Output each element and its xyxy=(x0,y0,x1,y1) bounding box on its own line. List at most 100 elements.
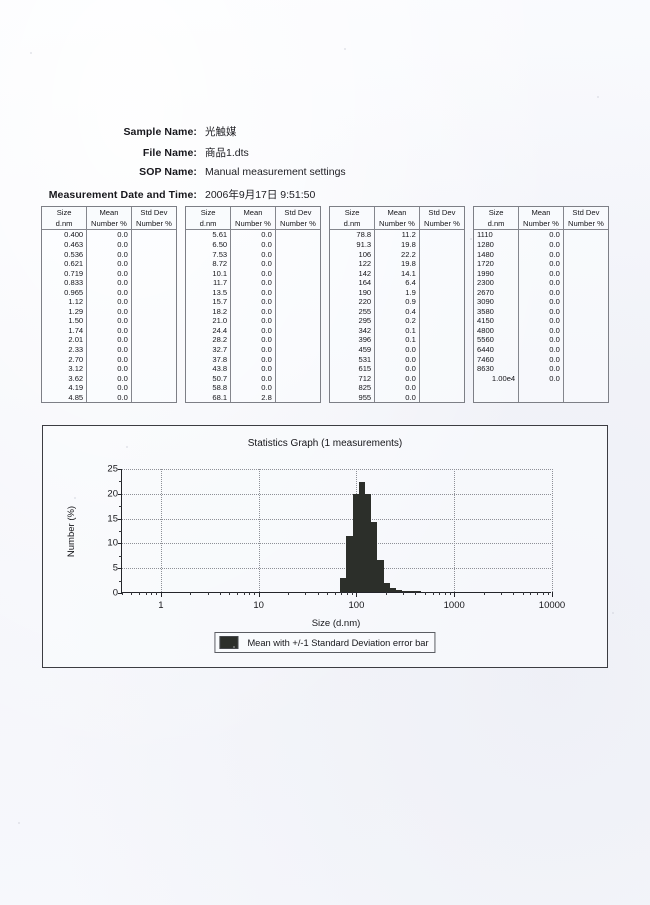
distribution-table: Size Mean Std Dev d.nm Number % Number % 78.8 1… xyxy=(330,207,464,403)
table-row: 50.7 0.0 xyxy=(186,373,320,384)
cell-size: 0.400 xyxy=(42,229,88,240)
cell-mean-number-pct: 0.0 xyxy=(230,306,276,317)
cell-std-dev-number-pct xyxy=(274,325,320,336)
cell-std-dev-number-pct xyxy=(562,278,608,288)
table-row: 4.19 0.0 xyxy=(42,383,176,393)
column-header-0-bottom: d.nm xyxy=(42,218,88,231)
gridline-horizontal xyxy=(122,469,551,470)
table-row: 68.1 2.8 xyxy=(186,392,320,403)
table-row-spacer xyxy=(474,383,608,393)
plot-wrapper: 0 5 10 15 20 25 1 10 100 1000 10000 xyxy=(107,464,565,612)
x-axis-title: Size (d.nm) xyxy=(311,618,361,629)
file-name-label: File Name: xyxy=(142,147,197,159)
cell-mean-number-pct: 0.0 xyxy=(230,335,276,345)
column-header-0-top: Size xyxy=(186,207,232,219)
cell-std-dev-number-pct xyxy=(274,316,320,326)
table-row: 91.3 19.8 xyxy=(330,239,464,250)
cell-std-dev-number-pct xyxy=(418,354,464,365)
cell-mean-number-pct: 0.0 xyxy=(230,344,276,355)
cell-size: 58.8 xyxy=(186,383,232,393)
cell-mean-number-pct: 0.1 xyxy=(374,325,420,336)
cell-mean-number-pct: 1.9 xyxy=(374,287,420,298)
header-row-file-name: File Name: 商品1.dts xyxy=(44,145,464,164)
scan-speck xyxy=(597,96,599,98)
table-row: 6440 0.0 xyxy=(474,344,608,355)
y-axis-tick xyxy=(117,568,122,570)
cell-mean-number-pct: 0.0 xyxy=(86,239,132,250)
cell-mean-number-pct: 0.0 xyxy=(518,373,564,384)
y-axis-minor-tick xyxy=(119,481,122,483)
sample-name-value: 光触媒 xyxy=(205,126,237,138)
cell-std-dev-number-pct xyxy=(274,278,320,288)
cell-size: 1990 xyxy=(474,268,520,279)
x-axis-minor-tick xyxy=(424,592,426,595)
cell-std-dev-number-pct xyxy=(130,229,176,240)
cell-std-dev-number-pct xyxy=(130,383,176,393)
cell-std-dev-number-pct xyxy=(130,325,176,336)
chart-title: Statistics Graph (1 measurements) xyxy=(247,438,403,449)
cell-mean-number-pct: 0.1 xyxy=(374,335,420,345)
cell-size: 21.0 xyxy=(186,316,232,326)
scan-speck xyxy=(233,646,235,648)
cell-size: 2.70 xyxy=(42,354,88,365)
distribution-table: Size Mean Std Dev d.nm Number % Number % 1110 0… xyxy=(474,207,608,403)
scan-speck xyxy=(126,446,128,448)
table-row: 190 1.9 xyxy=(330,287,464,298)
cell-mean-number-pct: 0.0 xyxy=(86,392,132,403)
cell-size: 4150 xyxy=(474,316,520,326)
cell-size: 531 xyxy=(330,354,376,365)
table-row: 220 0.9 xyxy=(330,297,464,307)
cell-size: 8.72 xyxy=(186,259,232,269)
table-row: 106 22.2 xyxy=(330,249,464,260)
cell-mean-number-pct: 0.0 xyxy=(86,306,132,317)
table-row: 2.33 0.0 xyxy=(42,344,176,355)
x-axis-tick-label: 100 xyxy=(348,600,365,611)
column-header-2-bottom: Number % xyxy=(418,218,464,231)
table-row: 58.8 0.0 xyxy=(186,383,320,393)
x-axis-minor-tick xyxy=(305,592,307,595)
cell-mean-number-pct: 0.0 xyxy=(86,316,132,326)
x-axis-minor-tick xyxy=(254,592,256,595)
cell-std-dev-number-pct xyxy=(418,259,464,269)
cell-std-dev-number-pct xyxy=(418,306,464,317)
histogram-bar xyxy=(402,591,409,592)
table-row: 78.8 11.2 xyxy=(330,229,464,240)
table-row: 0.463 0.0 xyxy=(42,239,176,250)
cell-size: 7460 xyxy=(474,354,520,365)
sample-name-label: Sample Name: xyxy=(123,126,197,138)
cell-std-dev-number-pct xyxy=(274,335,320,345)
cell-size: 142 xyxy=(330,268,376,279)
cell-size: 0.833 xyxy=(42,278,88,288)
cell-std-dev-number-pct xyxy=(562,344,608,355)
cell-std-dev-number-pct xyxy=(418,392,464,403)
gridline-horizontal xyxy=(122,568,551,570)
cell-size: 5560 xyxy=(474,335,520,345)
y-axis-tick-label: 25 xyxy=(107,463,118,475)
cell-std-dev-number-pct xyxy=(130,287,176,298)
histogram-bar xyxy=(352,493,359,592)
table-row: 21.0 0.0 xyxy=(186,316,320,326)
cell-size: 1280 xyxy=(474,239,520,250)
cell-mean-number-pct: 0.0 xyxy=(86,278,132,288)
cell-std-dev-number-pct xyxy=(562,335,608,345)
cell-std-dev-number-pct xyxy=(562,306,608,317)
distribution-table-block: Size Mean Std Dev d.nm Number % Number % 0.400… xyxy=(41,206,177,404)
cell-size: 18.2 xyxy=(186,306,232,317)
y-axis-tick xyxy=(117,518,122,520)
x-axis-tick-label: 10 xyxy=(253,600,264,611)
cell-std-dev-number-pct xyxy=(274,259,320,269)
cell-size: 4.85 xyxy=(42,392,88,403)
cell-size: 2.33 xyxy=(42,344,88,355)
cell-size: 1.74 xyxy=(42,325,88,336)
x-axis-minor-tick xyxy=(327,592,329,595)
table-row: 5.61 0.0 xyxy=(186,229,320,240)
y-axis-tick-label: 15 xyxy=(107,513,118,525)
table-row: 615 0.0 xyxy=(330,364,464,374)
cell-mean-number-pct: 0.0 xyxy=(230,229,276,240)
y-axis-minor-tick xyxy=(119,531,122,532)
measurement-datetime-label: Measurement Date and Time: xyxy=(48,189,197,201)
column-header-2-top: Std Dev xyxy=(130,207,176,219)
table-row: 1110 0.0 xyxy=(474,229,608,240)
cell-size: 37.8 xyxy=(186,354,232,365)
cell-mean-number-pct: 0.0 xyxy=(86,249,132,260)
